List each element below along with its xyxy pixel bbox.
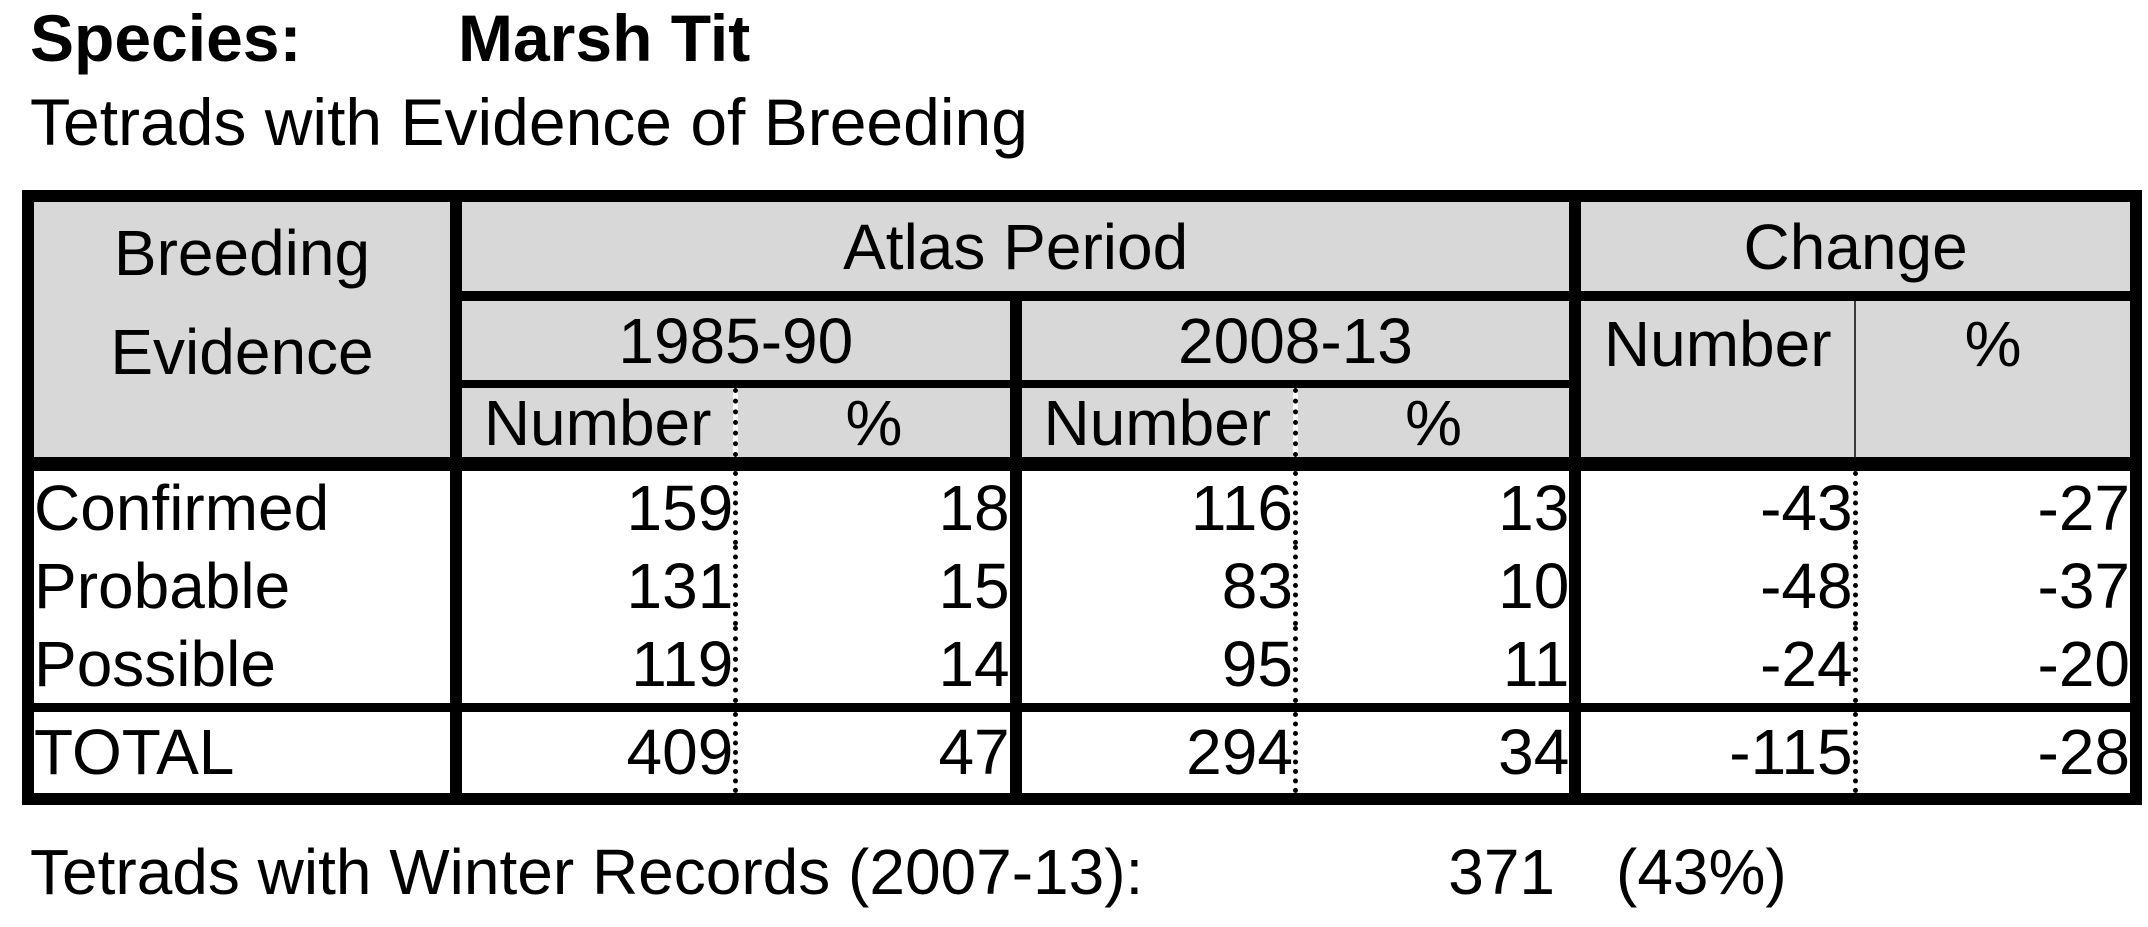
cell-change-percent: -27 bbox=[2037, 472, 2131, 544]
cell-p2-percent: 11 bbox=[1295, 626, 1582, 707]
period1-percent-header: % bbox=[735, 384, 1022, 471]
table-row-confirmed: Confirmed 159 18 116 13 -43 -27 bbox=[28, 464, 2136, 545]
cell-p1-percent: 14 bbox=[735, 626, 1022, 707]
cell-change-percent: -20 bbox=[2037, 628, 2131, 701]
cell-p2-number: 116 bbox=[1015, 464, 1298, 545]
species-value: Marsh Tit bbox=[458, 1, 751, 75]
winter-records-label: Tetrads with Winter Records (2007-13): bbox=[30, 836, 1144, 908]
cell-p2-percent: 10 bbox=[1295, 545, 1582, 626]
cell-p2-number-total: 294 bbox=[1015, 702, 1298, 799]
row-label: Probable bbox=[28, 545, 462, 626]
header-row-periods: 1985-90 2008-13 Number % bbox=[28, 296, 2136, 471]
winter-records-value: 371 bbox=[1448, 836, 1555, 908]
breeding-evidence-table: Breeding Evidence Atlas Period Change 19… bbox=[22, 190, 2142, 805]
table-subtitle: Tetrads with Evidence of Breeding bbox=[30, 85, 1028, 159]
cell-p2-number: 83 bbox=[1015, 545, 1298, 626]
cell-p1-number: 159 bbox=[455, 464, 739, 545]
period-header-1985-90: 1985-90 bbox=[455, 296, 1022, 388]
row-label: Confirmed bbox=[28, 464, 462, 545]
change-group-header: Change bbox=[1575, 196, 2136, 301]
cell-change-number-total: -115 bbox=[1575, 702, 1858, 799]
corner-header-breeding-evidence: Breeding Evidence bbox=[28, 196, 462, 471]
corner-header-line1: Breeding bbox=[113, 217, 371, 289]
cell-p2-percent: 13 bbox=[1295, 464, 1582, 545]
cell-change-percent-total: -28 bbox=[1855, 702, 2136, 799]
period-header-2008-13: 2008-13 bbox=[1015, 296, 1576, 388]
header-row-groups: Breeding Evidence Atlas Period Change bbox=[28, 196, 2136, 471]
species-title-row: Species: Marsh Tit bbox=[0, 2, 2148, 74]
cell-p1-percent: 15 bbox=[735, 545, 1022, 626]
cell-p1-percent: 18 bbox=[735, 464, 1022, 545]
period1-number-header: Number bbox=[455, 384, 739, 471]
cell-p1-number: 131 bbox=[455, 545, 739, 626]
header-row-subcolumns: Number % Number % bbox=[28, 384, 2136, 471]
winter-records-line: Tetrads with Winter Records (2007-13): 3… bbox=[0, 836, 2148, 916]
cell-change-number: -48 bbox=[1575, 545, 1858, 626]
cell-p1-percent-total: 47 bbox=[735, 702, 1022, 799]
row-label-total: TOTAL bbox=[28, 702, 462, 799]
cell-change-percent: -37 bbox=[2037, 549, 2131, 622]
corner-header-line2: Evidence bbox=[110, 316, 374, 388]
table-row-probable: Probable 131 15 83 10 -48 -37 bbox=[28, 545, 2136, 626]
cell-p1-number-total: 409 bbox=[455, 702, 739, 799]
cell-p2-percent-total: 34 bbox=[1295, 702, 1582, 799]
winter-records-percent: (43%) bbox=[1616, 836, 1787, 908]
cell-p1-number: 119 bbox=[455, 626, 739, 707]
change-number-header: Number bbox=[1569, 296, 1856, 471]
period2-number-header: Number bbox=[1015, 384, 1298, 471]
change-percent-header: % bbox=[1854, 296, 2136, 471]
cell-p2-number: 95 bbox=[1015, 626, 1298, 707]
atlas-period-group-header: Atlas Period bbox=[455, 196, 1582, 301]
table-row-total: TOTAL 409 47 294 34 -115 -28 bbox=[28, 702, 2136, 799]
table-row-possible: Possible 119 14 95 11 -24 -20 bbox=[28, 626, 2136, 707]
cell-change-number: -24 bbox=[1575, 626, 1858, 707]
period2-percent-header: % bbox=[1295, 384, 1576, 471]
cell-change-number: -43 bbox=[1575, 464, 1858, 545]
species-label: Species: bbox=[30, 1, 302, 75]
row-label: Possible bbox=[28, 626, 462, 707]
